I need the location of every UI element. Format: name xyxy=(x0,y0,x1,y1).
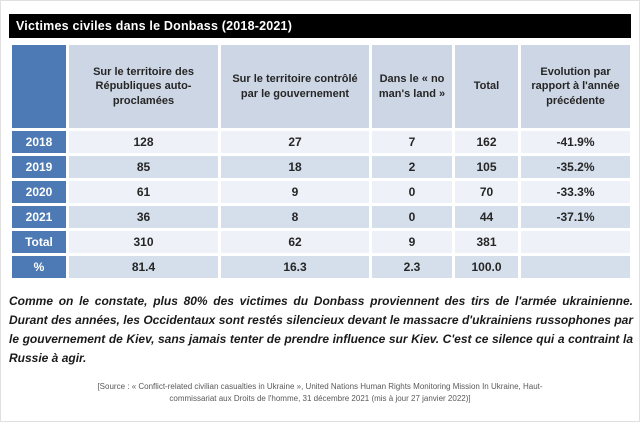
table-title: Victimes civiles dans le Donbass (2018-2… xyxy=(9,14,631,38)
col-header-total: Total xyxy=(455,45,518,128)
cell-value: 85 xyxy=(69,156,218,178)
cell-value: -35.2% xyxy=(521,156,630,178)
col-header-no-mans-land: Dans le « no man's land » xyxy=(372,45,452,128)
row-label: 2019 xyxy=(12,156,66,178)
cell-value: 128 xyxy=(69,131,218,153)
table-row-2019: 2019 85 18 2 105 -35.2% xyxy=(12,156,630,178)
table-row-2020: 2020 61 9 0 70 -33.3% xyxy=(12,181,630,203)
row-label: % xyxy=(12,256,66,278)
cell-value: 18 xyxy=(221,156,369,178)
cell-value: -37.1% xyxy=(521,206,630,228)
cell-value: 0 xyxy=(372,181,452,203)
cell-value: 36 xyxy=(69,206,218,228)
row-label: Total xyxy=(12,231,66,253)
cell-value: 381 xyxy=(455,231,518,253)
table-row-total: Total 310 62 9 381 xyxy=(12,231,630,253)
table-row-percent: % 81.4 16.3 2.3 100.0 xyxy=(12,256,630,278)
cell-value: 81.4 xyxy=(69,256,218,278)
cell-value: 2.3 xyxy=(372,256,452,278)
cell-value: 70 xyxy=(455,181,518,203)
cell-value: 0 xyxy=(372,206,452,228)
source-citation: [Source : « Conflict-related civilian ca… xyxy=(97,381,543,403)
cell-value: -41.9% xyxy=(521,131,630,153)
cell-value: 44 xyxy=(455,206,518,228)
cell-value: 310 xyxy=(69,231,218,253)
cell-value: 105 xyxy=(455,156,518,178)
cell-value: 9 xyxy=(221,181,369,203)
row-label: 2021 xyxy=(12,206,66,228)
header-row: Sur le territoire des Républiques auto-p… xyxy=(12,45,630,128)
commentary-text: Comme on le constate, plus 80% des victi… xyxy=(9,294,633,365)
row-label: 2018 xyxy=(12,131,66,153)
col-header-gouvernement: Sur le territoire contrôlé par le gouver… xyxy=(221,45,369,128)
cell-value xyxy=(521,256,630,278)
cell-value: -33.3% xyxy=(521,181,630,203)
corner-cell xyxy=(12,45,66,128)
cell-value: 8 xyxy=(221,206,369,228)
row-label: 2020 xyxy=(12,181,66,203)
cell-value: 9 xyxy=(372,231,452,253)
cell-value: 2 xyxy=(372,156,452,178)
col-header-evolution: Evolution par rapport à l'année précéden… xyxy=(521,45,630,128)
cell-value xyxy=(521,231,630,253)
victims-table: Sur le territoire des Républiques auto-p… xyxy=(9,42,633,281)
cell-value: 62 xyxy=(221,231,369,253)
cell-value: 100.0 xyxy=(455,256,518,278)
col-header-republiques: Sur le territoire des Républiques auto-p… xyxy=(69,45,218,128)
cell-value: 7 xyxy=(372,131,452,153)
cell-value: 16.3 xyxy=(221,256,369,278)
table-row-2021: 2021 36 8 0 44 -37.1% xyxy=(12,206,630,228)
cell-value: 27 xyxy=(221,131,369,153)
cell-value: 61 xyxy=(69,181,218,203)
cell-value: 162 xyxy=(455,131,518,153)
table-row-2018: 2018 128 27 7 162 -41.9% xyxy=(12,131,630,153)
